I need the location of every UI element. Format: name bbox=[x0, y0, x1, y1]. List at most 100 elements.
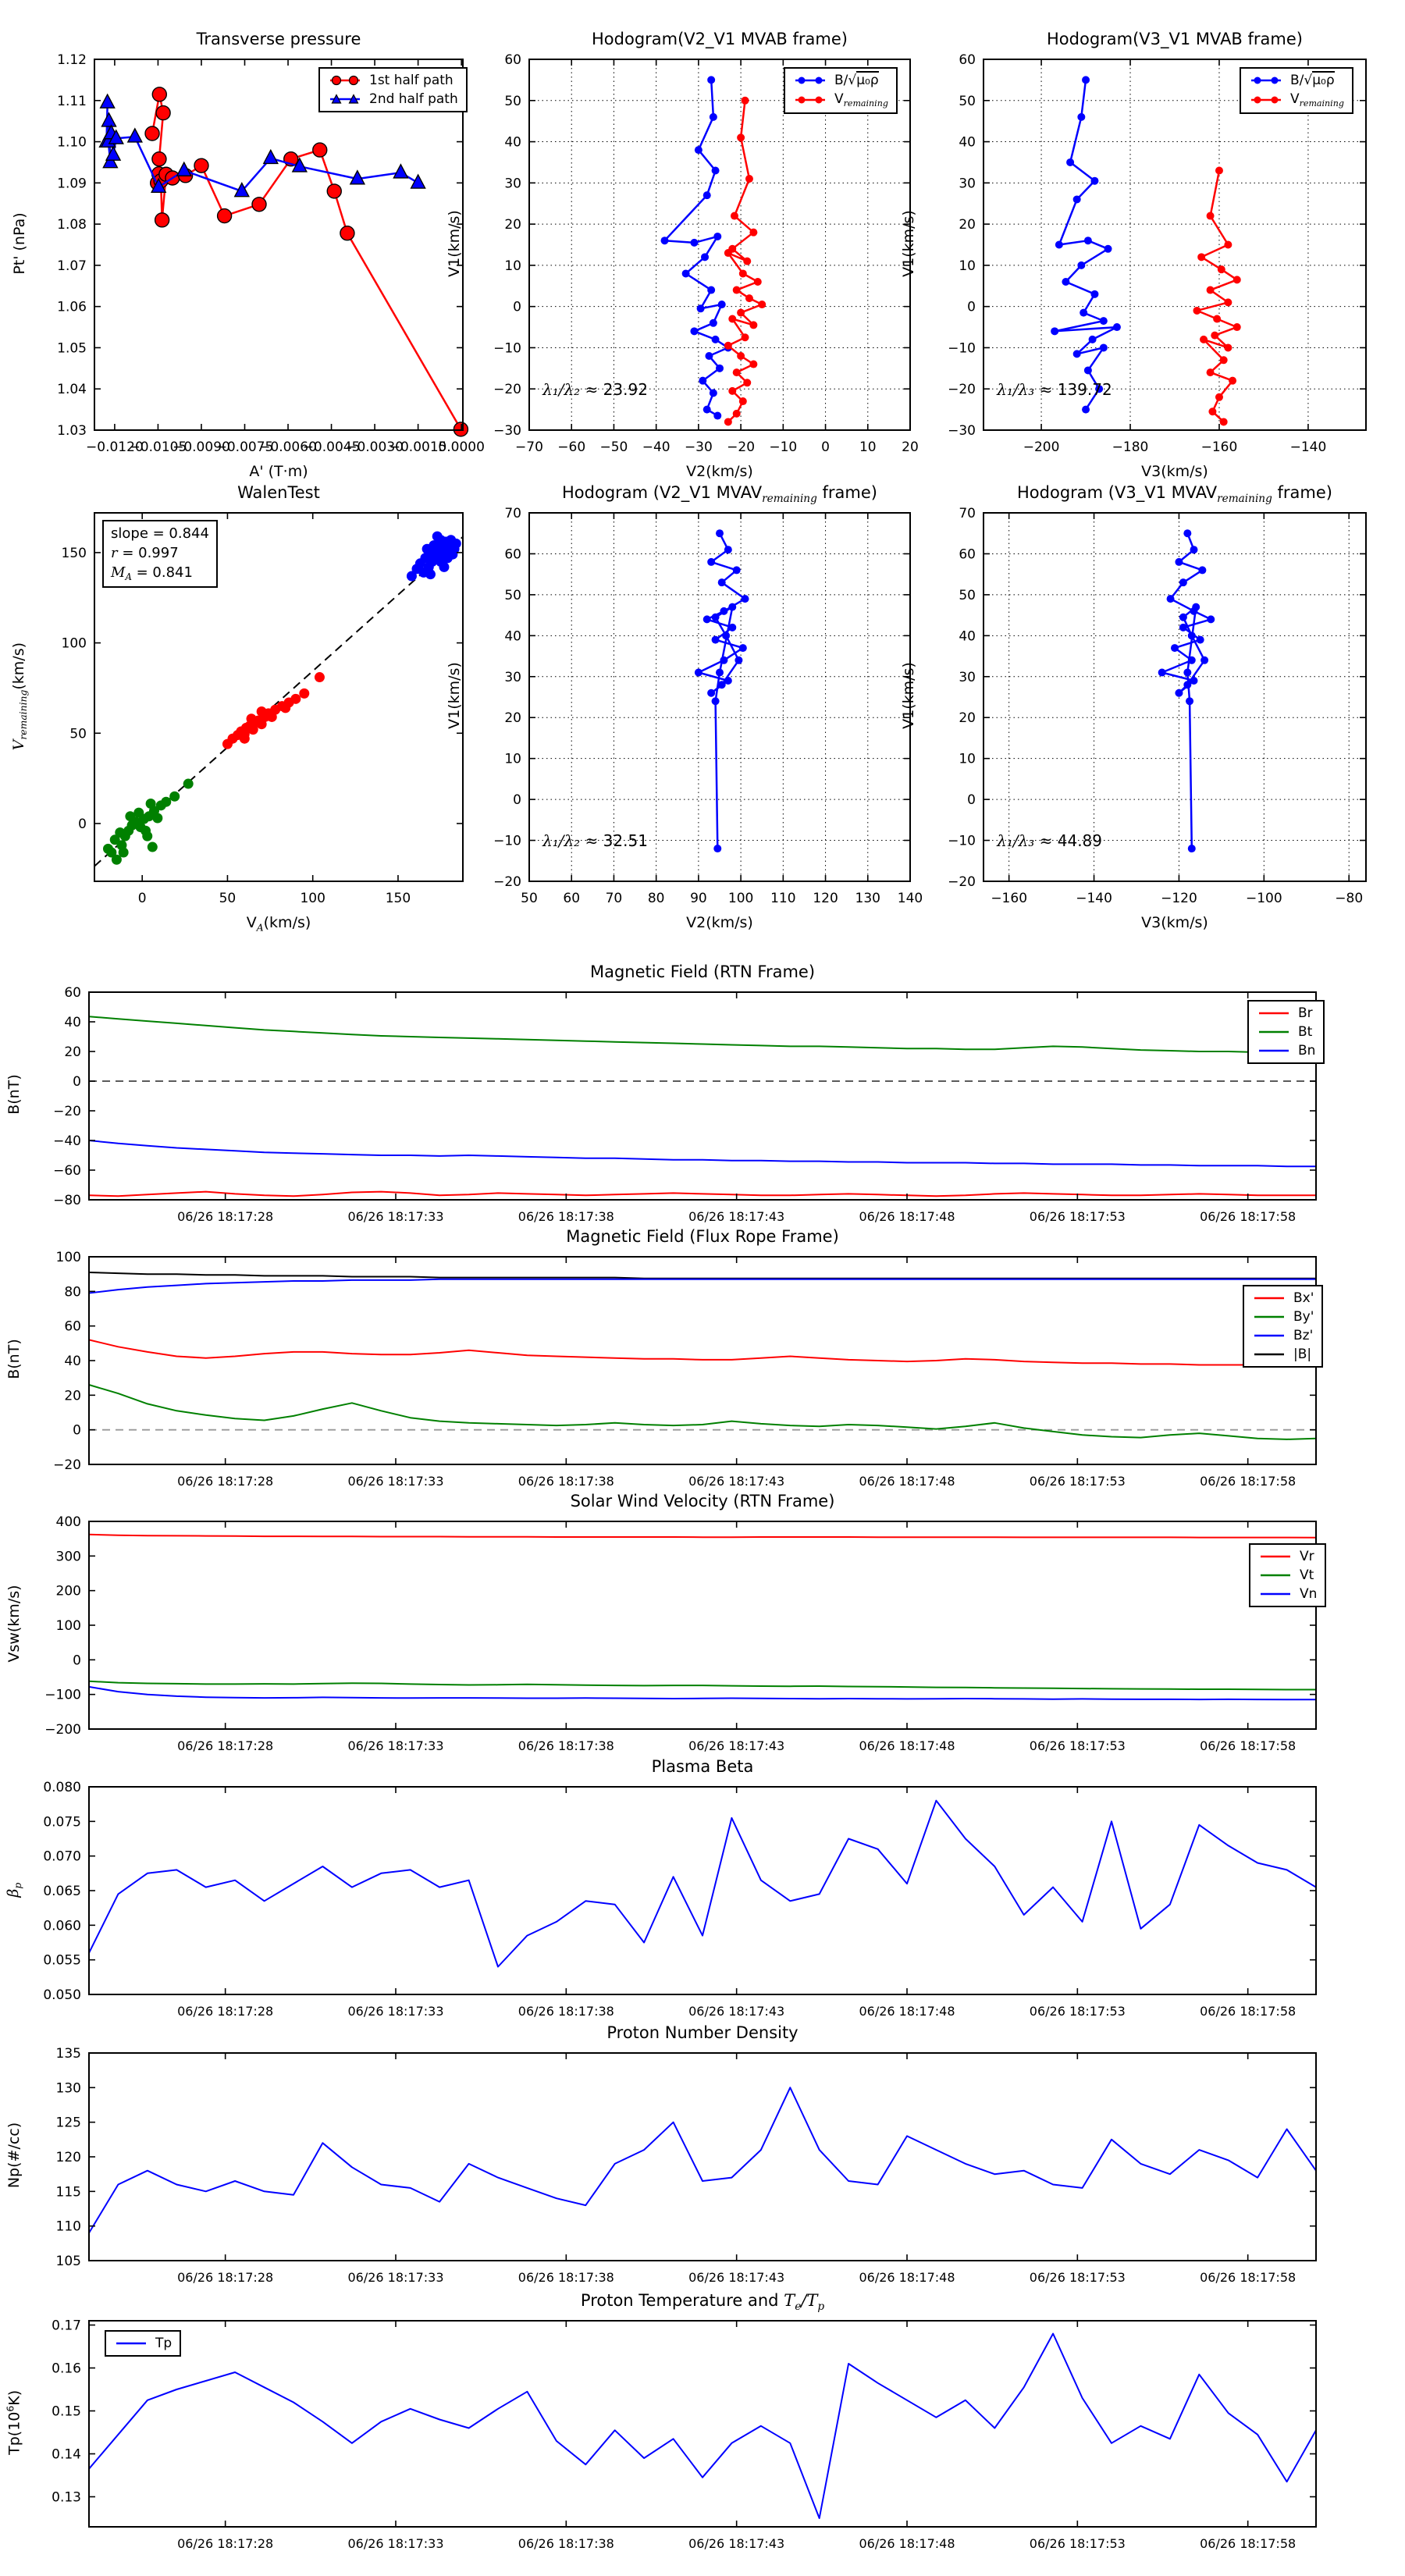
text-segment: (km/s) bbox=[263, 914, 311, 931]
x-tick-label: 06/26 18:17:33 bbox=[347, 2004, 443, 2019]
y-tick-label: 80 bbox=[64, 1284, 81, 1300]
text-segment: A bbox=[256, 922, 264, 934]
x-tick-label: 100 bbox=[728, 891, 753, 906]
marker-triangle bbox=[105, 145, 122, 161]
marker-dot bbox=[1099, 317, 1108, 326]
legend-item: Bt bbox=[1257, 1024, 1315, 1040]
text-segment: Solar Wind Velocity (RTN Frame) bbox=[570, 1492, 835, 1510]
x-tick-label: 10 bbox=[859, 439, 877, 455]
marker-circle bbox=[151, 151, 167, 167]
x-tick-label: −160 bbox=[991, 891, 1027, 906]
y-tick-label: 1.07 bbox=[57, 258, 87, 274]
chart-title-plasma-beta: Plasma Beta bbox=[89, 1757, 1316, 1776]
marker-dot bbox=[1179, 623, 1187, 632]
marker-dot bbox=[133, 807, 144, 818]
legend-item: Bz' bbox=[1252, 1328, 1314, 1343]
marker-dot bbox=[711, 335, 720, 343]
legend-sample-dot bbox=[795, 96, 825, 104]
y-tick-label: 10 bbox=[959, 258, 976, 274]
y-tick-label: 30 bbox=[959, 670, 976, 685]
marker-circle bbox=[151, 87, 167, 102]
text-segment: ≈ 139.72 bbox=[1034, 379, 1112, 399]
text-segment: 6 bbox=[5, 2405, 16, 2412]
legend-sample-dot bbox=[1251, 76, 1281, 84]
text-segment: Vt bbox=[1300, 1567, 1314, 1583]
marker-dot bbox=[737, 133, 745, 142]
series-2nd-half-path bbox=[105, 102, 419, 193]
text-segment: Magnetic Field (RTN Frame) bbox=[589, 962, 816, 981]
text-segment: remaining bbox=[18, 689, 30, 740]
chart-magnetic-field-rtn: 06/26 18:17:28 06/26 18:17:33 06/26 18:17:… bbox=[53, 985, 1317, 1224]
marker-dot bbox=[749, 360, 758, 368]
x-tick-label: −50 bbox=[599, 439, 628, 455]
marker-dot bbox=[1066, 158, 1075, 166]
x-tick-label: 50 bbox=[219, 891, 237, 906]
y-tick-label: −20 bbox=[493, 382, 521, 397]
series-Bn bbox=[88, 1140, 1316, 1168]
text-segment: = 0.997 bbox=[117, 544, 179, 561]
x-tick-label: 06/26 18:17:43 bbox=[688, 1209, 784, 1224]
legend-item: B/√μ₀ρ bbox=[793, 71, 888, 88]
x-tick-label: 06/26 18:17:38 bbox=[518, 1209, 614, 1224]
marker-dot bbox=[724, 249, 732, 258]
y-tick-label: 1.04 bbox=[57, 382, 87, 397]
marker-dot bbox=[732, 409, 741, 418]
axes-border bbox=[983, 59, 1367, 431]
y-tick-label: 1.09 bbox=[57, 176, 87, 191]
chart-proton-temperature: 06/26 18:17:28 06/26 18:17:33 06/26 18:17:… bbox=[52, 2318, 1317, 2551]
x-tick-label: −0.0060 bbox=[259, 439, 317, 455]
x-tick-label: 140 bbox=[898, 891, 923, 906]
y-axis-label-proton-number-density: Np(#/cc) bbox=[5, 2030, 23, 2280]
info-box-line: MA = 0.841 bbox=[111, 564, 209, 583]
marker-dot bbox=[749, 228, 758, 237]
marker-dot bbox=[1229, 376, 1237, 385]
x-tick-label: 110 bbox=[770, 891, 795, 906]
y-tick-label: −10 bbox=[493, 340, 521, 356]
x-tick-label: 06/26 18:17:58 bbox=[1200, 1738, 1296, 1753]
y-tick-label: 50 bbox=[504, 94, 521, 109]
x-tick-label: 06/26 18:17:58 bbox=[1200, 1209, 1296, 1224]
chart-title-hodogram-v2v1-mvav: Hodogram (V2_V1 MVAVremaining frame) bbox=[529, 483, 910, 505]
marker-dot bbox=[1112, 323, 1121, 332]
annotation-hodogram-v3v1-mvab: λ₁/λ₃ ≈ 139.72 bbox=[997, 380, 1112, 399]
marker-dot bbox=[1219, 418, 1228, 426]
legend-sample-line bbox=[1259, 1030, 1289, 1034]
marker-dot bbox=[1190, 677, 1198, 685]
y-tick-label: −20 bbox=[53, 1457, 81, 1473]
y-axis-label-proton-temperature: Tp(106K) bbox=[5, 2297, 23, 2547]
text-segment: Proton Temperature and bbox=[580, 2291, 784, 2310]
y-tick-label: 10 bbox=[504, 258, 521, 274]
text-segment: K) bbox=[5, 2389, 23, 2406]
marker-dot bbox=[299, 688, 310, 699]
legend-label: 2nd half path bbox=[369, 91, 458, 107]
x-axis-label-hodogram-v3v1-mvab: V3(km/s) bbox=[984, 463, 1366, 480]
marker-dot bbox=[735, 656, 743, 664]
x-axis-label-hodogram-v2v1-mvav: V2(km/s) bbox=[529, 914, 910, 931]
marker-dot bbox=[1219, 356, 1228, 365]
marker-dot bbox=[709, 389, 717, 397]
y-tick-label: 60 bbox=[64, 1319, 81, 1335]
x-tick-label: 70 bbox=[606, 891, 623, 906]
marker-dot bbox=[717, 681, 726, 689]
legend-item: Bn bbox=[1257, 1043, 1315, 1059]
text-segment: ≈ 32.51 bbox=[580, 831, 648, 851]
series-Bt bbox=[88, 1016, 1317, 1054]
x-tick-label: 06/26 18:17:28 bbox=[177, 2536, 273, 2551]
series-Vn bbox=[88, 1685, 1316, 1701]
text-segment: λ₁/λ₃ bbox=[997, 831, 1035, 851]
marker-dot bbox=[716, 668, 724, 677]
x-tick-label: −60 bbox=[557, 439, 585, 455]
marker-dot bbox=[717, 578, 726, 587]
legend-sample-circle bbox=[330, 75, 360, 86]
text-segment: /T bbox=[801, 2291, 818, 2310]
x-axis-label-hodogram-v3v1-mvav: V3(km/s) bbox=[984, 914, 1366, 931]
y-tick-label: 50 bbox=[959, 94, 976, 109]
marker-dot bbox=[1179, 613, 1187, 621]
y-tick-label: 0 bbox=[73, 1074, 81, 1090]
marker-dot bbox=[696, 304, 705, 313]
marker-dot bbox=[711, 635, 720, 644]
x-tick-label: 06/26 18:17:28 bbox=[177, 1738, 273, 1753]
legend-magnetic-field-rtn: Br Bt Bn bbox=[1247, 1000, 1325, 1064]
marker-dot bbox=[1175, 557, 1183, 566]
y-tick-label: 120 bbox=[56, 2150, 81, 2165]
